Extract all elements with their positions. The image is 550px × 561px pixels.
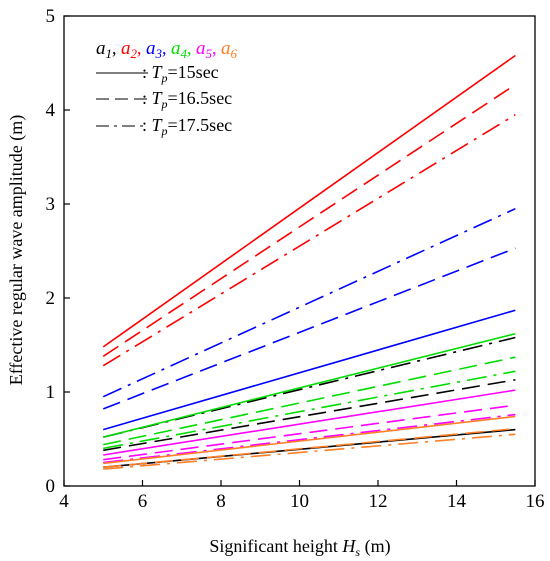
legend-amp-symbol: a [96,38,106,59]
x-axis-label-var: H [341,536,356,556]
legend-amp-subscript: 3 [155,46,163,61]
legend-period-prefix: : [142,88,152,108]
series-lines [102,54,516,470]
legend-period-sub: p [161,71,168,85]
series-line-a4-solid [103,332,516,438]
x-axis-label: Significant height Hs (m) [209,536,390,559]
legend-amp-symbol: a [221,38,231,59]
legend-amp-separator: , [162,38,171,58]
series-line-a4-dash [103,356,516,446]
series-line-a1-dash [103,378,516,452]
series-line-a3-dashdot [102,207,516,398]
legend-amp-subscript: 4 [181,46,188,61]
legend-period-prefix: : [142,62,152,82]
legend-amp-separator: , [112,38,121,58]
legend-period-sub: p [161,97,168,111]
legend-period-value: =16.5sec [168,88,233,108]
x-tick-label: 4 [59,491,69,512]
legend-period-var: T [152,115,164,135]
series-line-a2-dashdot [102,114,516,367]
legend-amp-symbol: a [171,38,181,59]
x-tick-label: 16 [526,491,545,512]
series-line-a2-dash [102,83,516,357]
legend-amp-subscript: 5 [206,46,213,61]
series-line-a6-dashdot [103,433,516,470]
legend-period-value: =17.5sec [168,115,233,135]
series-line-a5-dashdot [103,413,516,464]
x-axis-label-sub: s [355,545,360,559]
legend-period-var: T [152,62,164,82]
legend-period-sub: p [161,124,168,138]
y-tick-label: 5 [46,6,56,27]
legend-period-label: : Tp=15sec [142,62,219,85]
legend: a1, a2, a3, a4, a5, a6: Tp=15sec: Tp=16.… [96,38,238,138]
legend-amp-symbol: a [121,38,131,59]
legend-amp-subscript: 6 [231,46,238,61]
legend-period-prefix: : [142,115,152,135]
legend-amp-symbol: a [196,38,206,59]
series-line-a6-solid [103,415,516,465]
y-tick-label: 1 [46,382,56,403]
legend-amp-separator: , [212,38,221,58]
y-tick-label: 0 [46,476,56,497]
x-axis-label-text: Significant height [209,536,342,556]
x-tick-label: 8 [216,491,226,512]
series-line-a5-dash [103,404,516,461]
plot-frame [63,15,536,487]
series-line-a3-solid [103,309,516,431]
y-tick-label: 3 [46,194,56,215]
series-line-a2-solid [102,54,516,348]
series-line-a4-dashdot [103,370,516,450]
legend-period-value: =15sec [168,62,219,82]
legend-period-label: : Tp=16.5sec [142,88,232,111]
legend-amp-separator: , [137,38,146,58]
y-axis-label: Effective regular wave amplitude (m) [6,115,27,386]
legend-amp-symbol: a [146,38,156,59]
legend-amp-separator: , [187,38,196,58]
series-line-a3-dash [102,247,516,410]
y-tick-label: 2 [46,288,56,309]
x-tick-label: 14 [447,491,467,512]
x-axis-label-unit: (m) [360,536,391,557]
x-tick-label: 12 [369,491,388,512]
x-tick-label: 10 [290,491,309,512]
series-line-a6-dash [103,427,516,468]
series-line-a5-solid [103,389,516,456]
legend-period-label: : Tp=17.5sec [142,115,232,138]
legend-amp-subscript: 2 [131,46,138,61]
x-tick-label: 6 [138,491,148,512]
legend-amp-subscript: 1 [106,46,113,61]
legend-period-var: T [152,88,164,108]
legend-amplitude-row: a1, a2, a3, a4, a5, a6 [96,38,238,61]
y-tick-label: 4 [46,100,56,121]
